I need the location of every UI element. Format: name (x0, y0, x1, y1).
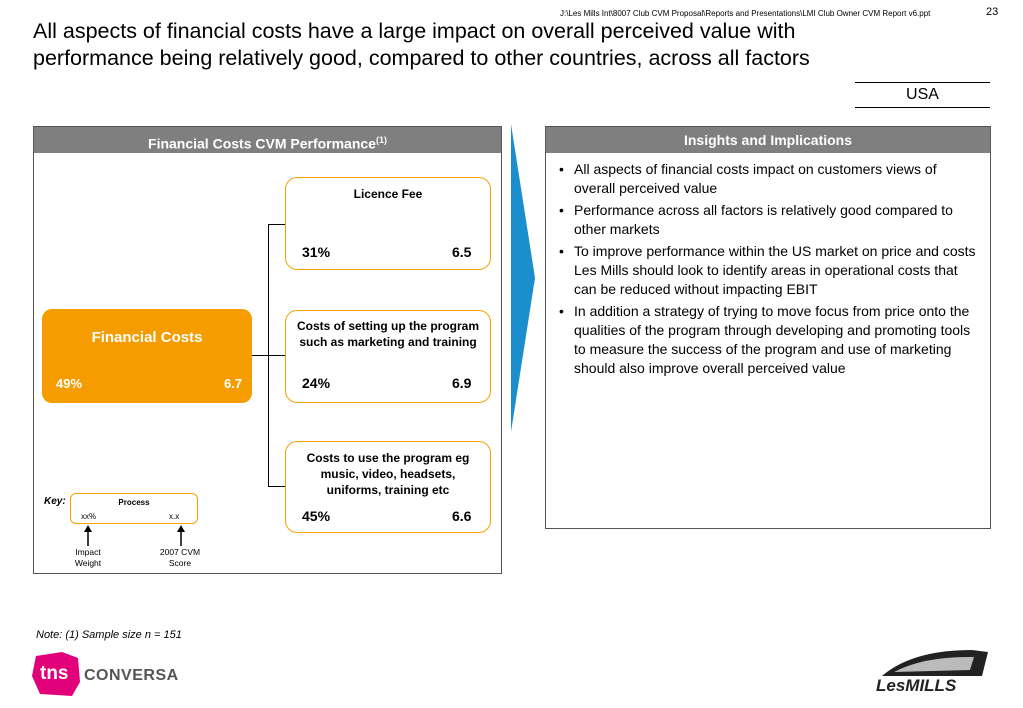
connector-line (268, 224, 285, 225)
key-weight: xx% (81, 512, 97, 521)
file-path: J:\Les Mills Int\8007 Club CVM Proposal\… (560, 9, 931, 18)
impact-weight-caption: Impact Weight (74, 547, 102, 568)
les-mills-wordmark: LesMILLS (876, 676, 957, 695)
les-mills-swoosh-icon (882, 650, 988, 676)
connector-line (268, 355, 285, 356)
cvm-score: 6.6 (452, 508, 472, 524)
footnote-marker: (1) (375, 135, 387, 145)
key-score: x.x (169, 512, 180, 521)
box-title: Costs of setting up the program such as … (296, 319, 479, 349)
panel-heading-text: Financial Costs CVM Performance (148, 135, 376, 152)
insights-list: All aspects of financial costs impact on… (546, 160, 990, 378)
tns-mark-icon (32, 652, 80, 696)
box-title: Financial Costs (91, 329, 203, 346)
box-title: Licence Fee (353, 187, 423, 201)
key-arrows (84, 525, 185, 546)
panel-heading: Insights and Implications (546, 127, 990, 153)
page-title: All aspects of financial costs have a la… (33, 19, 810, 70)
list-item: All aspects of financial costs impact on… (559, 160, 980, 198)
tns-mark-text: tns (40, 663, 69, 684)
impact-weight: 45% (302, 508, 331, 524)
les-mills-logo: LesMILLS (872, 648, 992, 698)
chevron-arrow-icon (511, 124, 535, 432)
cvm-score: 6.7 (224, 376, 243, 391)
divider (855, 82, 990, 83)
footnote: Note: (1) Sample size n = 151 (36, 629, 182, 641)
key-box: Process xx% x.x (70, 493, 198, 524)
cvm-score: 6.9 (452, 375, 472, 391)
impact-weight: 24% (302, 375, 331, 391)
page-number: 23 (986, 6, 999, 18)
list-item: In addition a strategy of trying to move… (559, 302, 980, 378)
licence-fee-box: Licence Fee 31% 6.5 (285, 177, 491, 270)
divider (855, 107, 990, 108)
list-item: To improve performance within the US mar… (559, 242, 980, 299)
tns-conversa-logo: tns CONVERSA (32, 652, 192, 696)
key-label: Key: (44, 496, 66, 507)
connector-line (268, 486, 285, 487)
list-item: Performance across all factors is relati… (559, 201, 980, 239)
impact-weight: 31% (302, 244, 331, 260)
cvm-score: 6.5 (452, 244, 472, 260)
financial-costs-box: Financial Costs 49% 6.7 (42, 309, 252, 403)
usage-costs-box: Costs to use the program eg music, video… (285, 441, 491, 533)
connector-line (252, 355, 269, 356)
impact-weight: 49% (56, 376, 83, 391)
panel-heading: Financial Costs CVM Performance(1) (34, 127, 501, 153)
insights-panel: Insights and Implications All aspects of… (545, 126, 991, 529)
conversa-wordmark: CONVERSA (84, 667, 179, 684)
key-title: Process (118, 498, 150, 507)
setup-costs-box: Costs of setting up the program such as … (285, 310, 491, 403)
country-label: USA (906, 86, 939, 103)
cvm-score-caption: 2007 CVM Score (159, 547, 201, 568)
box-title: Costs to use the program eg music, video… (306, 451, 470, 497)
